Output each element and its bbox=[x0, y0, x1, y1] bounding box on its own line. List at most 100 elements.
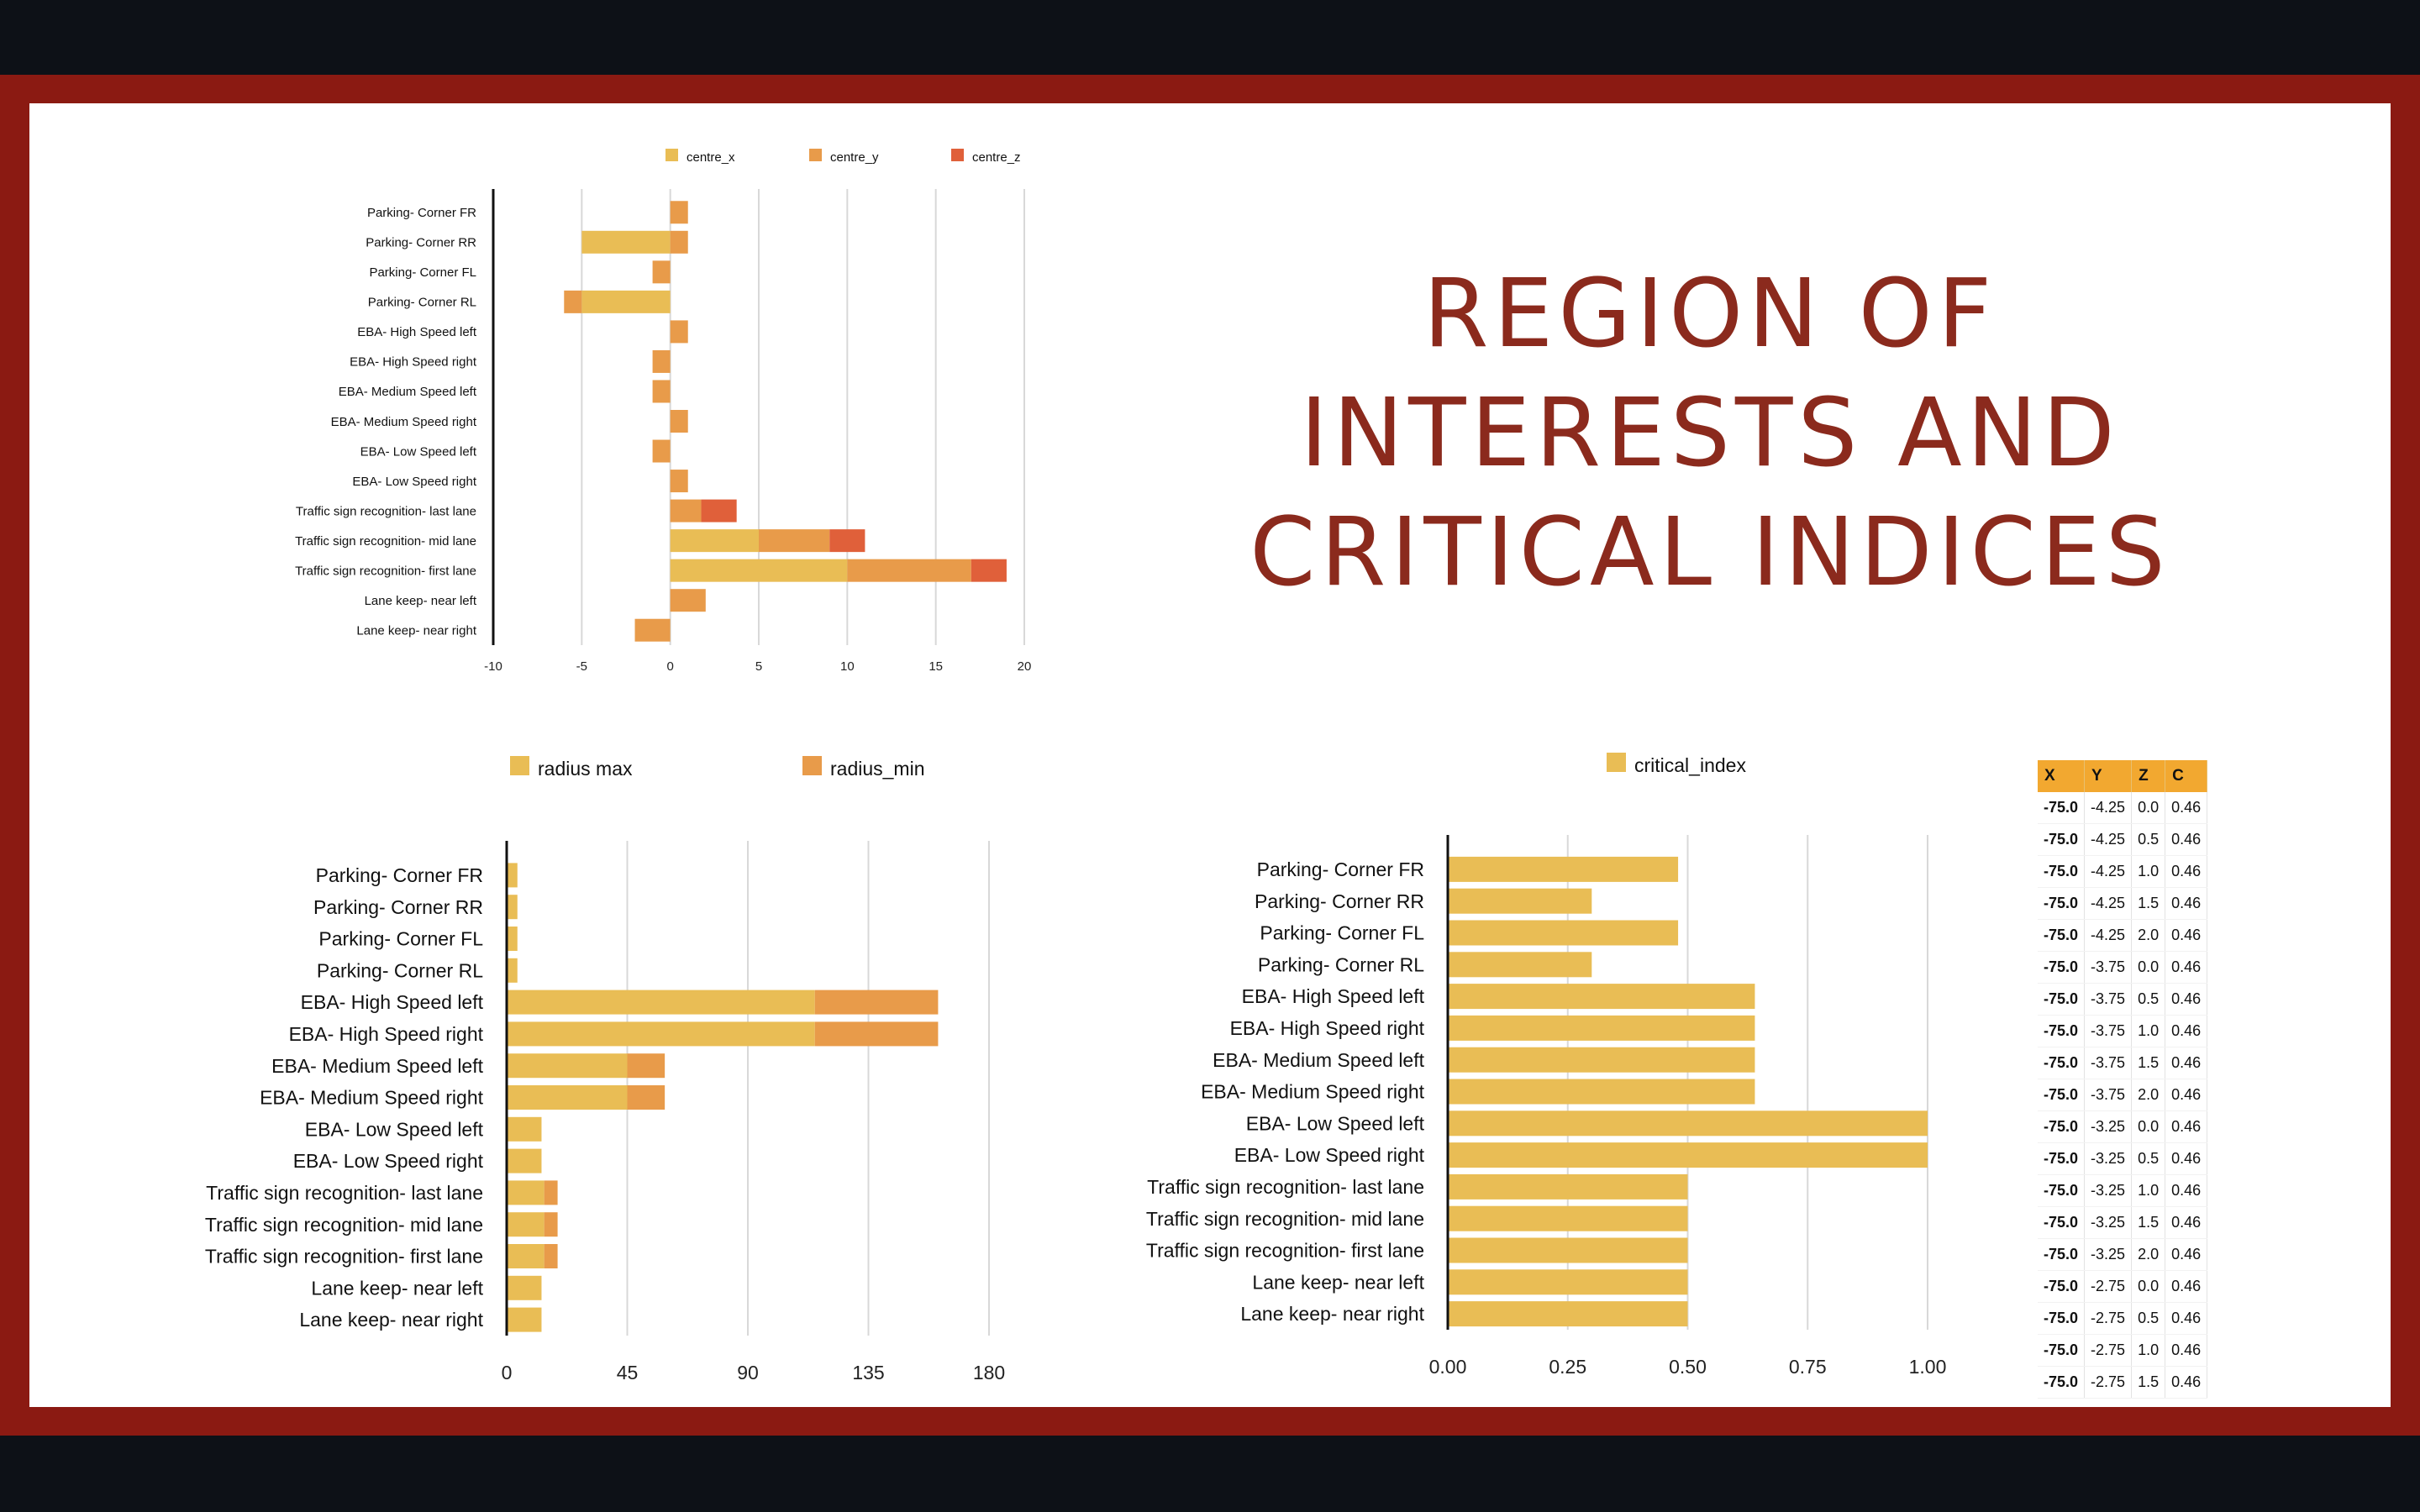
table-cell-x: -75.0 bbox=[2038, 887, 2086, 920]
table-cell-y: -3.75 bbox=[2084, 983, 2133, 1016]
table-cell-c: 0.46 bbox=[2165, 1238, 2208, 1271]
bar-critical-index-traffic-sign-recognition-mid-lane bbox=[1448, 1205, 1688, 1231]
column-header-z: Z bbox=[2131, 760, 2166, 792]
table-row: -75.0 -4.25 2.0 0.46 bbox=[2038, 919, 2208, 952]
bar-critical-index-parking-corner-fl bbox=[1448, 920, 1679, 946]
legend-label-centre-y: centre_y bbox=[830, 150, 879, 165]
table-cell-y: -4.25 bbox=[2084, 823, 2133, 856]
legend-swatch-centre-z bbox=[951, 149, 964, 161]
table-row: -75.0 -3.75 1.0 0.46 bbox=[2038, 1015, 2208, 1047]
bar-centre-y-traffic-sign-recognition-last-lane bbox=[670, 499, 702, 522]
bar-centre-y-eba-low-speed-right bbox=[670, 470, 688, 493]
table-cell-x: -75.0 bbox=[2038, 1270, 2086, 1303]
category-label: Traffic sign recognition- last lane bbox=[296, 504, 476, 518]
bar-radius-max-parking-corner-fl bbox=[507, 927, 518, 951]
legend-swatch-radius-max bbox=[510, 756, 529, 775]
category-label: EBA- High Speed left bbox=[301, 991, 484, 1013]
bar-centre-y-eba-low-speed-left bbox=[652, 439, 671, 463]
bar-radius-min-eba-high-speed-right bbox=[814, 1021, 939, 1047]
table-row: -75.0 -3.25 2.0 0.46 bbox=[2038, 1238, 2208, 1271]
table-body: -75.0 -4.25 0.0 0.46 -75.0 -4.25 0.5 0.46 -75.0-… bbox=[2038, 792, 2208, 1399]
table-cell-c: 0.46 bbox=[2165, 1270, 2208, 1303]
legend-label-radius-max: radius max bbox=[538, 758, 633, 780]
category-label: Parking- Corner FL bbox=[318, 928, 483, 950]
table-cell-z: 1.5 bbox=[2131, 1206, 2166, 1239]
table-cell-z: 0.5 bbox=[2131, 1142, 2166, 1175]
category-label: Parking- Corner RR bbox=[1255, 890, 1424, 912]
bar-critical-index-parking-corner-fr bbox=[1448, 856, 1679, 882]
table-cell-y: -4.25 bbox=[2084, 887, 2133, 920]
category-label: Parking- Corner RL bbox=[1258, 953, 1424, 975]
table-cell-c: 0.46 bbox=[2165, 855, 2208, 888]
table-row: -75.0 -3.75 2.0 0.46 bbox=[2038, 1079, 2208, 1111]
bar-radius-min-eba-high-speed-left bbox=[814, 990, 939, 1015]
category-label: EBA- Low Speed left bbox=[1246, 1112, 1425, 1134]
bar-radius-min-eba-medium-speed-right bbox=[627, 1085, 666, 1110]
slide-title: REGION OF INTERESTS AND CRITICAL INDICES bbox=[1189, 255, 2231, 612]
bar-centre-y-parking-corner-rl bbox=[564, 290, 582, 313]
table-cell-y: -3.25 bbox=[2084, 1110, 2133, 1143]
table-cell-z: 1.0 bbox=[2131, 1334, 2166, 1367]
bar-radius-min-traffic-sign-recognition-first-lane bbox=[544, 1244, 558, 1268]
table-cell-c: 0.46 bbox=[2165, 792, 2208, 824]
table-cell-x: -75.0 bbox=[2038, 1015, 2086, 1047]
column-header-x: X bbox=[2038, 760, 2086, 792]
x-tick-label: 15 bbox=[929, 659, 943, 674]
legend-label-centre-z: centre_z bbox=[972, 150, 1021, 165]
table-row: -75.0 -2.75 1.0 0.46 bbox=[2038, 1334, 2208, 1367]
table-cell-x: -75.0 bbox=[2038, 1047, 2086, 1079]
category-label: Traffic sign recognition- first lane bbox=[205, 1246, 483, 1268]
bar-critical-index-traffic-sign-recognition-last-lane bbox=[1448, 1173, 1688, 1200]
bar-radius-max-parking-corner-rl bbox=[507, 958, 518, 983]
table-cell-y: -3.75 bbox=[2084, 1047, 2133, 1079]
legend-label-radius-min: radius_min bbox=[830, 758, 925, 780]
table-row: -75.0 -3.25 1.5 0.46 bbox=[2038, 1206, 2208, 1239]
column-header-c: C bbox=[2165, 760, 2208, 792]
category-label: EBA- Medium Speed right bbox=[1201, 1081, 1425, 1103]
bar-centre-x-traffic-sign-recognition-first-lane bbox=[670, 559, 848, 582]
category-label: Traffic sign recognition- last lane bbox=[1147, 1176, 1424, 1198]
table-cell-y: -3.75 bbox=[2084, 951, 2133, 984]
bar-centre-y-traffic-sign-recognition-first-lane bbox=[847, 559, 971, 582]
table-cell-z: 1.5 bbox=[2131, 1366, 2166, 1399]
table-cell-z: 0.0 bbox=[2131, 1110, 2166, 1143]
bar-radius-min-traffic-sign-recognition-mid-lane bbox=[544, 1212, 558, 1237]
x-tick-label: 5 bbox=[755, 659, 762, 674]
legend-swatch-centre-y bbox=[809, 149, 822, 161]
title-line-1: REGION OF bbox=[1423, 260, 1997, 369]
category-label: EBA- Low Speed right bbox=[1234, 1144, 1425, 1166]
table-cell-c: 0.46 bbox=[2165, 1110, 2208, 1143]
bar-centre-y-eba-high-speed-right bbox=[652, 349, 671, 373]
bar-centre-z-traffic-sign-recognition-first-lane bbox=[971, 559, 1007, 582]
category-label: Lane keep- near left bbox=[1252, 1271, 1424, 1293]
table-cell-z: 1.0 bbox=[2131, 1174, 2166, 1207]
table-cell-c: 0.46 bbox=[2165, 1206, 2208, 1239]
x-tick-label: -10 bbox=[484, 659, 502, 674]
x-tick-label: 0 bbox=[666, 659, 673, 674]
category-label: EBA- Medium Speed left bbox=[1213, 1049, 1424, 1071]
category-label: EBA- High Speed right bbox=[1230, 1017, 1425, 1039]
centre-chart: -10 -5 0 5 10 15 20 Parking- Corner FR Parking- … bbox=[295, 149, 1031, 674]
table-cell-z: 0.5 bbox=[2131, 823, 2166, 856]
table-cell-z: 1.0 bbox=[2131, 1015, 2166, 1047]
table-cell-y: -2.75 bbox=[2084, 1334, 2133, 1367]
title-line-2: INTERESTS AND bbox=[1300, 379, 2120, 488]
table-cell-x: -75.0 bbox=[2038, 792, 2086, 824]
bar-critical-index-traffic-sign-recognition-first-lane bbox=[1448, 1237, 1688, 1263]
table-cell-y: -4.25 bbox=[2084, 792, 2133, 824]
bar-critical-index-eba-medium-speed-left bbox=[1448, 1047, 1755, 1073]
bar-radius-max-eba-low-speed-left bbox=[507, 1116, 542, 1142]
slide: -10 -5 0 5 10 15 20 Parking- Corner FR Parking- … bbox=[29, 103, 2391, 1407]
bar-radius-max-eba-medium-speed-right bbox=[507, 1085, 628, 1110]
table-cell-x: -75.0 bbox=[2038, 1206, 2086, 1239]
bar-radius-max-eba-medium-speed-left bbox=[507, 1053, 628, 1079]
bar-radius-max-lane-keep-near-left bbox=[507, 1275, 542, 1300]
table-cell-c: 0.46 bbox=[2165, 1079, 2208, 1111]
table-cell-c: 0.46 bbox=[2165, 1302, 2208, 1335]
category-label: Traffic sign recognition- mid lane bbox=[205, 1214, 483, 1236]
x-tick-label: 45 bbox=[617, 1362, 639, 1383]
table-cell-y: -4.25 bbox=[2084, 855, 2133, 888]
table-cell-z: 1.5 bbox=[2131, 887, 2166, 920]
category-label: Parking- Corner FR bbox=[1257, 858, 1424, 880]
